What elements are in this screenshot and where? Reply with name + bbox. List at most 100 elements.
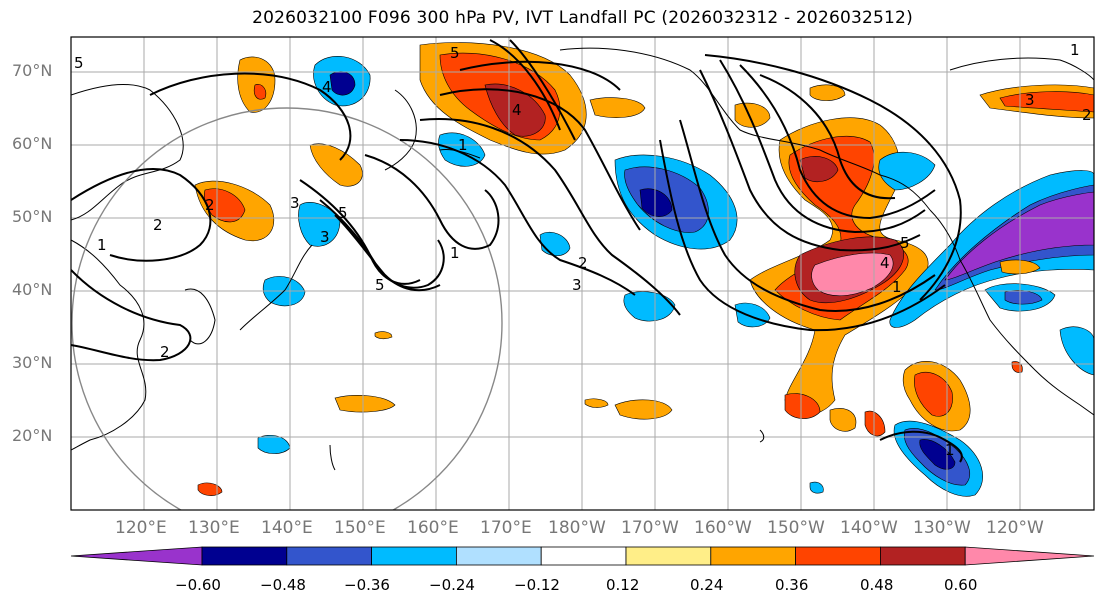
- contour-label: 3: [572, 276, 582, 294]
- pv-anomaly-orange-small3: [734, 102, 771, 128]
- contour-label: 5: [375, 276, 385, 294]
- lon-label: 150°E: [334, 518, 386, 538]
- lat-label: 60°N: [12, 134, 53, 153]
- pv-anomaly-central-core: [639, 188, 673, 217]
- lat-label: 50°N: [12, 207, 53, 226]
- colorbar-tick-label: −0.36: [344, 576, 390, 594]
- coast-japan: [239, 244, 313, 331]
- lon-label: 170°W: [621, 518, 679, 538]
- coast-hudson: [949, 57, 1094, 81]
- pv-anomaly-tropical-2: [334, 395, 396, 413]
- contour-label: 5: [900, 234, 910, 252]
- coast-asia: [71, 84, 184, 221]
- lon-label: 130°E: [188, 518, 240, 538]
- colorbar-bin: [710, 546, 796, 566]
- map-title: 2026032100 F096 300 hPa PV, IVT Landfall…: [252, 8, 913, 28]
- pv-anomaly-tropical-4: [829, 408, 857, 432]
- contour-label: 4: [322, 78, 332, 96]
- lat-label: 30°N: [12, 353, 53, 372]
- contour-label: 5: [338, 204, 348, 222]
- colorbar-tick-label: −0.48: [260, 576, 306, 594]
- pv-anomaly-tropical-1: [614, 399, 673, 420]
- lon-label: 120°E: [115, 518, 167, 538]
- colorbar-extend-high: [964, 546, 1095, 566]
- contour-label: 1: [945, 441, 955, 459]
- pv-anomaly-east-small-negative: [623, 291, 676, 322]
- colorbar-bin: [286, 546, 372, 566]
- pv-anomaly-gulf-alaska-peak1: [799, 156, 839, 183]
- gridlines: [71, 37, 1094, 510]
- colorbar-tick-label: 0.36: [775, 576, 809, 594]
- contour-labels: 5 4 5 2 1 2 1 5 3 4 1 5 2 3 1 4 5 2 3 1 …: [74, 41, 1092, 459]
- pv-anomaly-ne-corner-core: [999, 91, 1094, 113]
- coast-east-asia: [71, 239, 147, 451]
- lon-label: 180°W: [548, 518, 606, 538]
- pv-anomaly-tropical-8: [374, 331, 393, 340]
- contour-label: 3: [320, 228, 330, 246]
- pv-anomaly-tropical-10: [809, 481, 824, 494]
- ivt-contours: [71, 39, 963, 463]
- coast-korea: [184, 288, 216, 345]
- colorbar-tick-label: −0.12: [514, 576, 560, 594]
- colorbar-bin: [625, 546, 712, 566]
- contour-label: 5: [450, 44, 460, 62]
- colorbar-tick-label: −0.24: [429, 576, 475, 594]
- contour-label: 3: [1025, 91, 1035, 109]
- pv-anomaly-tropical-7: [584, 398, 609, 408]
- pv-anomaly-subtropic-negative-peak: [919, 439, 956, 470]
- pv-anomaly-bering-peak: [484, 83, 546, 137]
- map-area: 5 4 5 2 1 2 1 5 3 4 1 5 2 3 1 4 5 2 3 1 …: [71, 37, 1094, 510]
- contour-label: 4: [512, 101, 522, 119]
- lon-label: 160°W: [694, 518, 752, 538]
- lon-label: 170°E: [480, 518, 532, 538]
- map-frame: [70, 36, 1095, 511]
- coast-alaska: [559, 47, 931, 211]
- lon-label: 130°W: [913, 518, 971, 538]
- lon-label: 140°W: [840, 518, 898, 538]
- contour-label: 1: [1070, 41, 1080, 59]
- colorbar-tick-label: 0.24: [690, 576, 724, 594]
- colorbar-bin: [371, 546, 457, 566]
- contour-label: 1: [450, 244, 460, 262]
- colorbar-tick-label: 0.12: [606, 576, 640, 594]
- lon-label: 160°E: [407, 518, 459, 538]
- coast-na-west: [929, 209, 1094, 416]
- pv-anomaly-orange-small2: [809, 84, 846, 101]
- pv-anomaly-gulf-alaska-max: [811, 252, 894, 297]
- contour-label: 2: [153, 216, 163, 234]
- contour-label: 2: [160, 343, 170, 361]
- colorbar-bin: [880, 546, 966, 566]
- contour-label: 1: [97, 236, 107, 254]
- pv-anomaly-nw-core: [329, 71, 356, 96]
- colorbar-tick-label: 0.60: [944, 576, 978, 594]
- colorbar: [70, 546, 1095, 566]
- pv-anomaly-tropical-6: [197, 482, 223, 496]
- pv-anomaly-alaska-negative: [878, 151, 936, 191]
- lat-label: 70°N: [12, 61, 53, 80]
- colorbar-tick-label: −0.60: [175, 576, 221, 594]
- colorbar-bin: [455, 546, 542, 566]
- contour-label: 2: [578, 254, 588, 272]
- pv-anomaly-japan-negative1: [298, 201, 341, 247]
- colorbar-bin: [795, 546, 881, 566]
- contour-label: 1: [458, 136, 468, 154]
- pv-anomaly-orange-small1: [589, 97, 646, 118]
- colorbar-tick-label: 0.48: [860, 576, 894, 594]
- contour-label: 3: [290, 194, 300, 212]
- lat-label: 40°N: [12, 280, 53, 299]
- contour-label: 1: [892, 278, 902, 296]
- contour-label: 2: [205, 196, 215, 214]
- distance-ring: [71, 107, 503, 510]
- colorbar-bin: [540, 546, 627, 566]
- contour-label: 5: [74, 54, 84, 72]
- lon-label: 150°W: [767, 518, 825, 538]
- lon-label: 120°W: [986, 518, 1044, 538]
- colorbar-extend-low: [70, 546, 203, 566]
- pv-anomaly-subtropic-core: [914, 372, 953, 417]
- lat-label: 20°N: [12, 426, 53, 445]
- pv-anomaly-tropical-3: [784, 393, 821, 419]
- contour-label: 2: [1082, 106, 1092, 124]
- pv-anomaly-siberia-core: [253, 84, 267, 100]
- pv-anomaly-se-negative2: [1059, 326, 1094, 376]
